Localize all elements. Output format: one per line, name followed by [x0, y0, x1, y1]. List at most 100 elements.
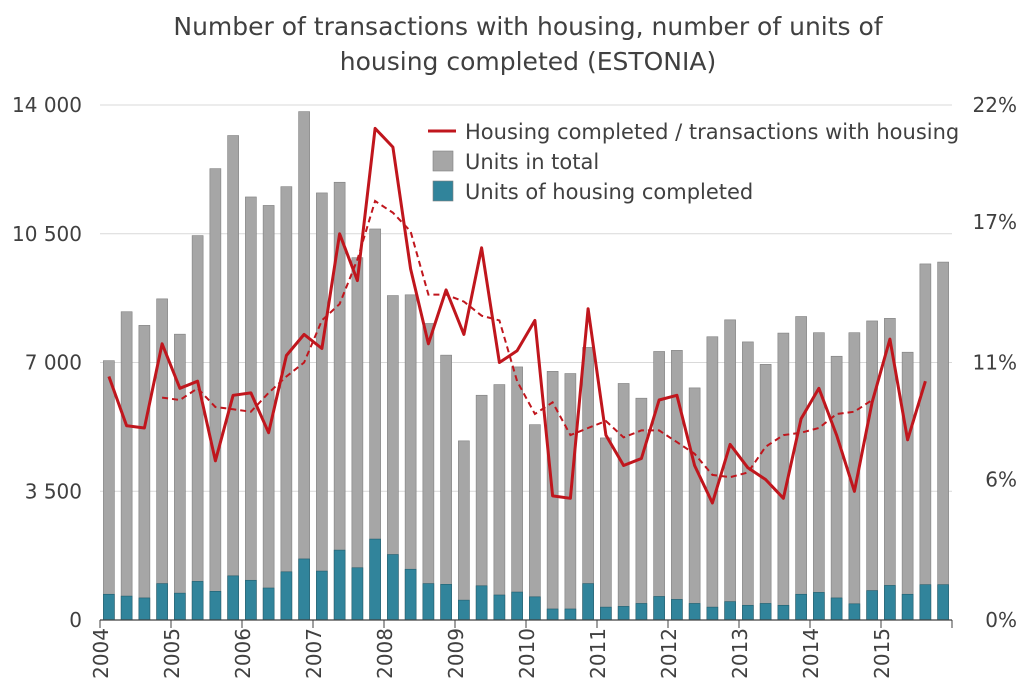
- bar-completed-12: [316, 570, 328, 621]
- left-tick-label-3: 10 500: [12, 222, 82, 246]
- bar-total-46: [919, 263, 932, 621]
- bar-completed-36: [742, 604, 754, 621]
- chart-title-line2: housing completed (ESTONIA): [340, 47, 717, 76]
- legend-label-1: Units in total: [465, 150, 599, 174]
- x-tick-label-4: 2008: [373, 628, 397, 679]
- bar-total-19: [440, 354, 452, 621]
- x-tick-label-6: 2010: [515, 628, 539, 679]
- bar-completed-25: [546, 608, 559, 621]
- x-tick-label-2: 2006: [231, 628, 255, 679]
- bar-total-41: [830, 355, 843, 621]
- right-axis-tick-labels: 0% 6% 11% 17% 22%: [973, 93, 1017, 632]
- x-tick-label-3: 2007: [302, 628, 326, 679]
- bar-completed-28: [600, 606, 612, 621]
- legend-swatch-1: [432, 150, 454, 172]
- bar-completed-23: [511, 591, 523, 621]
- right-tick-label-3: 17%: [973, 210, 1017, 234]
- bar-completed-22: [493, 594, 506, 621]
- bar-total-34: [706, 336, 719, 621]
- bar-completed-29: [617, 606, 630, 621]
- bar-completed-16: [387, 554, 399, 621]
- bar-total-5: [191, 235, 204, 621]
- bar-completed-19: [440, 584, 452, 621]
- bar-completed-32: [671, 599, 683, 621]
- x-axis-tick-labels: 2004 2005 2006 2007 2008 2009 2010 2011 2012 2013…: [89, 628, 894, 679]
- bar-total-14: [351, 257, 364, 621]
- bar-completed-5: [191, 581, 204, 621]
- bar-total-7: [227, 135, 239, 621]
- right-tick-label-0: 0%: [985, 608, 1017, 632]
- bar-completed-30: [635, 603, 648, 621]
- bar-completed-0: [103, 593, 115, 621]
- bar-completed-35: [724, 601, 736, 621]
- bar-total-2: [138, 325, 151, 621]
- left-tick-label-1: 3 500: [25, 479, 82, 503]
- bar-completed-8: [245, 579, 257, 621]
- bar-completed-6: [209, 591, 222, 621]
- bar-total-36: [742, 341, 754, 621]
- bar-completed-10: [280, 571, 293, 621]
- legend: Housing completed / transactions with ho…: [428, 120, 959, 204]
- legend-swatch-2: [432, 180, 454, 202]
- gridlines: [100, 104, 952, 492]
- bar-completed-11: [298, 558, 310, 621]
- bar-completed-46: [919, 584, 932, 621]
- bar-completed-17: [404, 568, 417, 621]
- bar-completed-33: [688, 603, 701, 621]
- legend-label-0: Housing completed / transactions with ho…: [465, 120, 959, 144]
- bar-completed-18: [422, 583, 435, 621]
- bar-total-23: [511, 366, 523, 621]
- bar-completed-26: [564, 608, 577, 621]
- bar-total-40: [813, 332, 825, 621]
- bar-completed-15: [369, 538, 381, 621]
- bar-completed-47: [937, 584, 949, 621]
- bar-completed-40: [813, 592, 825, 621]
- bar-completed-37: [759, 603, 772, 621]
- line-ratio: [107, 126, 927, 505]
- bar-completed-1: [120, 595, 133, 621]
- bar-completed-3: [156, 583, 168, 621]
- ratio-lines: [107, 126, 927, 505]
- bar-completed-41: [830, 597, 843, 621]
- bar-completed-34: [706, 606, 719, 621]
- bar-total-11: [298, 111, 310, 621]
- bar-completed-44: [884, 585, 896, 621]
- legend-label-2: Units of housing completed: [465, 180, 753, 204]
- bar-completed-21: [475, 585, 488, 621]
- bar-total-43: [866, 320, 878, 621]
- bar-completed-2: [138, 597, 151, 621]
- right-tick-label-4: 22%: [973, 93, 1017, 117]
- bar-completed-13: [333, 549, 346, 621]
- bar-completed-20: [458, 599, 470, 621]
- bar-total-20: [458, 440, 470, 621]
- bar-total-1: [120, 311, 133, 621]
- bar-completed-14: [351, 567, 364, 621]
- bar-completed-45: [901, 593, 914, 621]
- bar-completed-39: [795, 593, 807, 621]
- bar-total-45: [901, 351, 914, 621]
- bar-total-33: [688, 387, 701, 621]
- bar-total-28: [600, 437, 612, 621]
- bar-completed-43: [866, 590, 878, 621]
- x-tick-label-9: 2013: [728, 628, 752, 679]
- bar-total-10: [280, 186, 293, 621]
- bar-total-27: [582, 347, 594, 621]
- bar-total-39: [795, 316, 807, 621]
- bar-completed-9: [262, 587, 275, 621]
- bar-completed-27: [582, 583, 594, 621]
- bar-total-47: [937, 261, 949, 621]
- left-tick-label-4: 14 000: [12, 93, 82, 117]
- x-tick-label-0: 2004: [89, 628, 113, 679]
- x-tick-label-5: 2009: [444, 628, 468, 679]
- x-tick-label-11: 2015: [870, 628, 894, 679]
- x-tick-label-7: 2011: [586, 628, 610, 679]
- bar-total-6: [209, 168, 222, 621]
- bar-completed-42: [848, 603, 861, 621]
- x-tick-label-1: 2005: [160, 628, 184, 679]
- bar-completed-4: [174, 592, 186, 621]
- bar-total-0: [103, 360, 115, 621]
- bar-total-31: [653, 351, 665, 621]
- bar-total-29: [617, 383, 630, 621]
